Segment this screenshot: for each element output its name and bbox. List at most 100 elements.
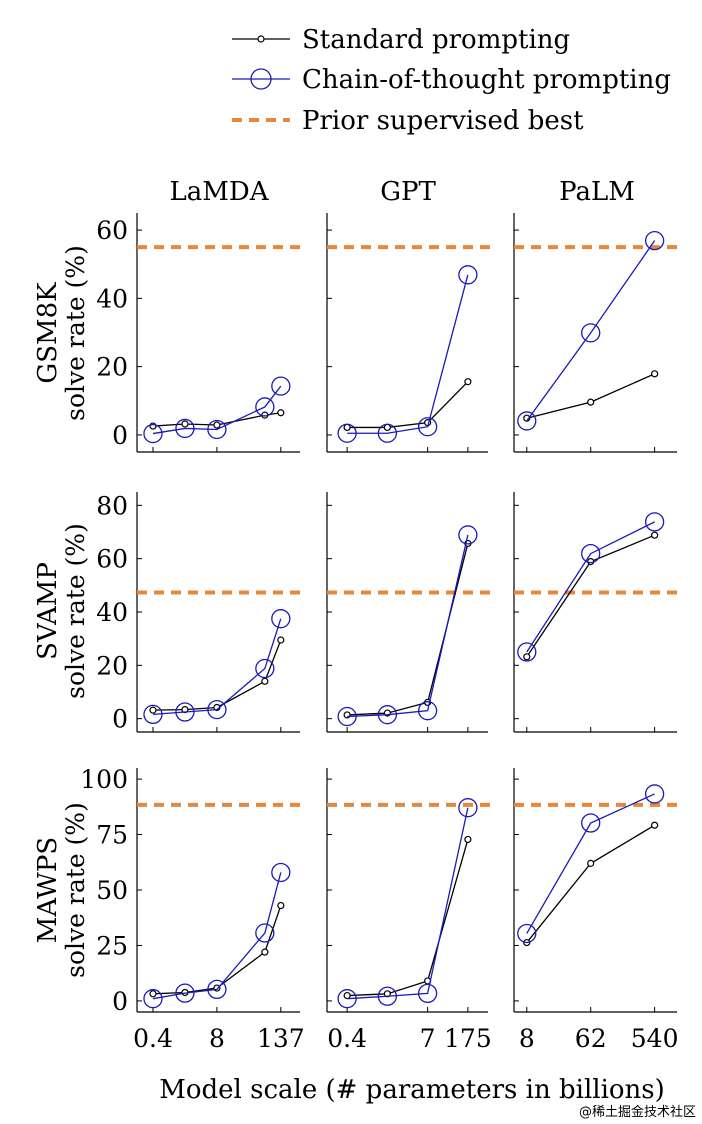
y-tick-label: 60 [96, 216, 128, 245]
cot-point [175, 418, 195, 439]
panel-palm-gsm8k [513, 213, 680, 453]
cot-series-line [347, 534, 469, 718]
y-tick-label: 40 [96, 284, 128, 313]
cot-point [644, 512, 665, 532]
y-tick-label: 25 [96, 931, 128, 960]
cot-point [143, 704, 163, 725]
cot-point [517, 642, 537, 662]
x-axis-label: Model scale (# parameters in billions) [159, 1075, 665, 1105]
x-tick-label: 8 [519, 1024, 535, 1053]
cot-point [143, 423, 163, 444]
cot-point [207, 419, 227, 440]
standard-point [343, 991, 351, 1000]
x-tick-label: 62 [575, 1024, 607, 1053]
standard-point [651, 370, 659, 378]
cot-point [458, 265, 478, 285]
panel-lamda-mawps: 0 25 50 75 100 0.4 8 137 [80, 765, 304, 1053]
cot-point [255, 658, 275, 679]
column-title-lamda: LaMDA [169, 177, 269, 207]
y-tick-label: 60 [96, 545, 128, 574]
standard-point [277, 409, 285, 417]
y-tick-label: 50 [96, 876, 128, 905]
cot-series-line [347, 274, 469, 434]
row-title-mawps: MAWPS [33, 837, 63, 943]
standard-series-line [526, 373, 655, 419]
x-tick-label: 175 [444, 1024, 492, 1053]
standard-point [587, 398, 595, 406]
x-tick-label: 0.4 [133, 1024, 173, 1053]
cot-point [458, 798, 478, 818]
standard-point [523, 653, 531, 661]
standard-point [464, 378, 472, 386]
legend-standard-label: Standard prompting [302, 25, 570, 55]
standard-point [343, 423, 351, 432]
y-tick-label: 0 [112, 987, 128, 1016]
cot-point [175, 983, 195, 1003]
panel-lamda-svamp: 0 20 40 60 80 [96, 491, 303, 734]
cot-point [644, 784, 665, 804]
row-title-gsm8k: GSM8K [33, 282, 63, 384]
cot-point [644, 231, 665, 251]
y-tick-label: 20 [96, 651, 128, 680]
panels-grid: 0 20 40 60 0 20 40 60 80 0 25 50 75 100 0.4 8 137 0.4 7 175… [80, 213, 680, 1053]
x-tick-label: 137 [257, 1024, 305, 1053]
standard-point [261, 677, 269, 685]
y-tick-label: 0 [112, 421, 128, 450]
cot-series-line [526, 521, 655, 653]
standard-point [651, 531, 659, 539]
standard-point [587, 859, 595, 867]
row-title-svamp: SVAMP [33, 562, 63, 660]
cot-point [517, 411, 537, 431]
panel-lamda-gsm8k: 0 20 40 60 [96, 213, 303, 453]
panel-palm-mawps: 8 62 540 [513, 768, 680, 1053]
legend-cot-label: Chain-of-thought prompting [302, 65, 671, 95]
cot-point [175, 702, 195, 722]
x-tick-label: 7 [420, 1024, 436, 1053]
x-tick-label: 540 [631, 1024, 679, 1053]
standard-point [277, 636, 285, 644]
legend-standard-marker [257, 35, 265, 43]
cot-point [337, 423, 357, 443]
x-tick-label: 8 [209, 1024, 225, 1053]
cot-point [417, 983, 438, 1004]
legend-prior-label: Prior supervised best [302, 106, 584, 136]
standard-point [149, 706, 157, 714]
y-tick-label: 100 [80, 765, 128, 794]
standard-point [261, 948, 269, 956]
cot-series-line [526, 793, 655, 934]
panel-gpt-svamp [326, 492, 491, 733]
standard-point [213, 421, 221, 429]
cot-point [377, 986, 398, 1006]
standard-point [181, 420, 189, 428]
cot-point [337, 989, 357, 1009]
cot-point [207, 699, 227, 720]
panel-gpt-gsm8k [326, 213, 491, 453]
cot-point [337, 706, 357, 727]
standard-series-line [152, 639, 282, 711]
cot-point [271, 376, 291, 396]
column-title-gpt: GPT [380, 177, 436, 207]
panel-gpt-mawps: 0.4 7 175 [326, 768, 492, 1053]
cot-point [143, 989, 163, 1009]
cot-point [271, 609, 291, 629]
cot-series-line [152, 872, 282, 1000]
y-tick-label: 20 [96, 353, 128, 382]
cot-series-line [526, 240, 656, 422]
cot-point [271, 862, 291, 883]
cot-series-line [152, 618, 282, 716]
cot-point [581, 323, 601, 343]
cot-point [255, 923, 275, 943]
y-tick-label: 75 [96, 821, 128, 850]
cot-point [255, 397, 275, 417]
cot-point [207, 979, 227, 1000]
y-tick-label: 80 [96, 491, 128, 520]
standard-point [587, 557, 595, 566]
panel-palm-svamp [513, 492, 680, 733]
legend: Standard prompting Chain-of-thought prom… [232, 25, 671, 136]
y-tick-label: 0 [112, 705, 128, 734]
x-tick-label: 0.4 [327, 1024, 367, 1053]
row-ylabel-svamp: solve rate (%) [61, 523, 90, 699]
legend-cot-marker [250, 68, 272, 90]
standard-point [464, 835, 472, 844]
